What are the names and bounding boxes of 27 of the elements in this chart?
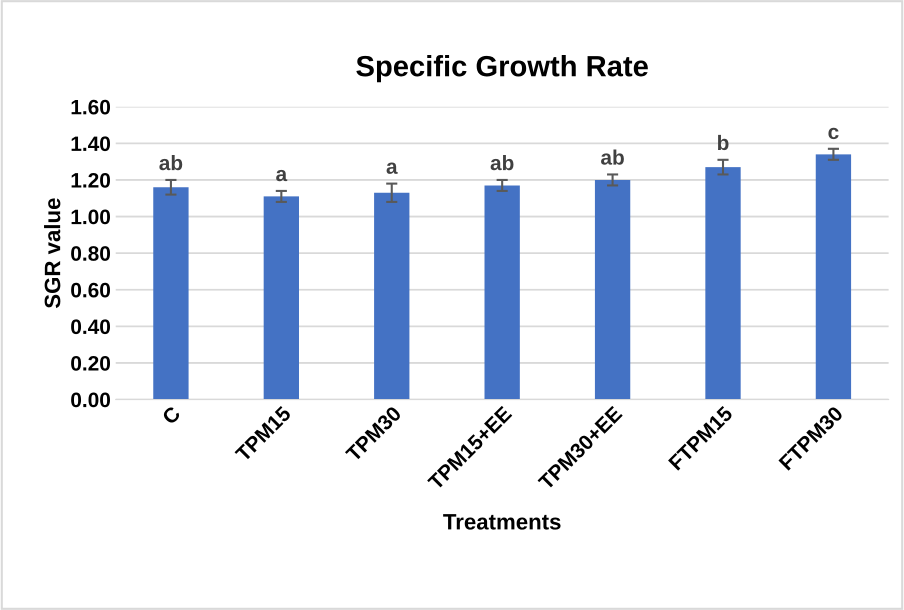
annotation: ab — [601, 149, 624, 165]
y-tick-label: 1.40 — [72, 136, 110, 152]
bar — [374, 192, 410, 400]
y-tick-label: 0.60 — [71, 282, 110, 298]
bar — [594, 180, 630, 400]
y-tick-label: 0.40 — [71, 319, 110, 334]
y-tick-label: 0.20 — [71, 356, 110, 371]
bar — [816, 154, 852, 400]
y-tick-label: 1.20 — [72, 172, 110, 188]
bar — [153, 187, 189, 400]
bar — [705, 167, 741, 400]
y-axis-title: SGR value — [44, 198, 60, 308]
annotation: ab — [159, 154, 182, 170]
annotation: a — [386, 162, 398, 174]
y-tick-label: 0.00 — [71, 392, 110, 408]
annotation: ab — [490, 154, 514, 170]
annotation: a — [276, 170, 288, 182]
y-tick-label: 0.80 — [71, 246, 110, 261]
chart-title: Specific Growth Rate — [356, 55, 648, 82]
annotation: c — [828, 128, 839, 140]
annotation: b — [718, 134, 729, 150]
bar — [484, 185, 520, 400]
y-tick-label: 1.00 — [72, 210, 110, 224]
x-axis-title: Treatments — [443, 514, 561, 530]
x-tick-label: C — [161, 405, 182, 426]
y-tick-label: 1.60 — [72, 100, 110, 115]
bar — [264, 196, 300, 400]
